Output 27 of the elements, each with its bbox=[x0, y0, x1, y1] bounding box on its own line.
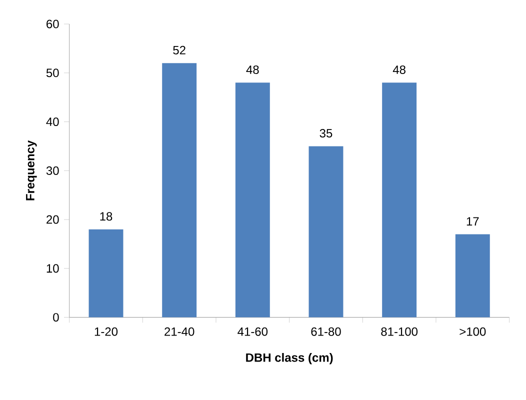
data-label: 17 bbox=[466, 217, 479, 226]
y-axis-title: Frequency bbox=[26, 140, 37, 200]
y-tick-label: 30 bbox=[46, 166, 59, 175]
x-tick-label: >100 bbox=[460, 327, 486, 336]
bar bbox=[455, 234, 490, 318]
y-tick-label: 10 bbox=[46, 264, 59, 273]
x-tick-label: 81-100 bbox=[381, 327, 418, 336]
data-label: 48 bbox=[392, 65, 406, 74]
y-tick-label: 40 bbox=[46, 118, 59, 126]
bar bbox=[88, 229, 124, 318]
x-tick-label: 1-20 bbox=[94, 327, 118, 336]
y-tick-label: 20 bbox=[46, 215, 59, 224]
x-tick-label: 41-60 bbox=[238, 327, 268, 336]
y-tick-label: 0 bbox=[53, 313, 59, 322]
bar bbox=[162, 63, 197, 318]
data-label: 52 bbox=[173, 46, 186, 54]
x-tick-label: 61-80 bbox=[311, 327, 341, 336]
y-tick-label: 60 bbox=[46, 20, 59, 28]
bar bbox=[382, 82, 417, 318]
data-label: 48 bbox=[246, 65, 259, 74]
bar bbox=[235, 82, 270, 318]
bar bbox=[308, 146, 344, 318]
y-tick-label: 50 bbox=[46, 68, 59, 78]
x-tick-label: 21-40 bbox=[164, 327, 194, 336]
x-axis-title: DBH class (cm) bbox=[246, 353, 333, 364]
data-label: 18 bbox=[100, 212, 112, 221]
data-label: 35 bbox=[320, 129, 332, 138]
